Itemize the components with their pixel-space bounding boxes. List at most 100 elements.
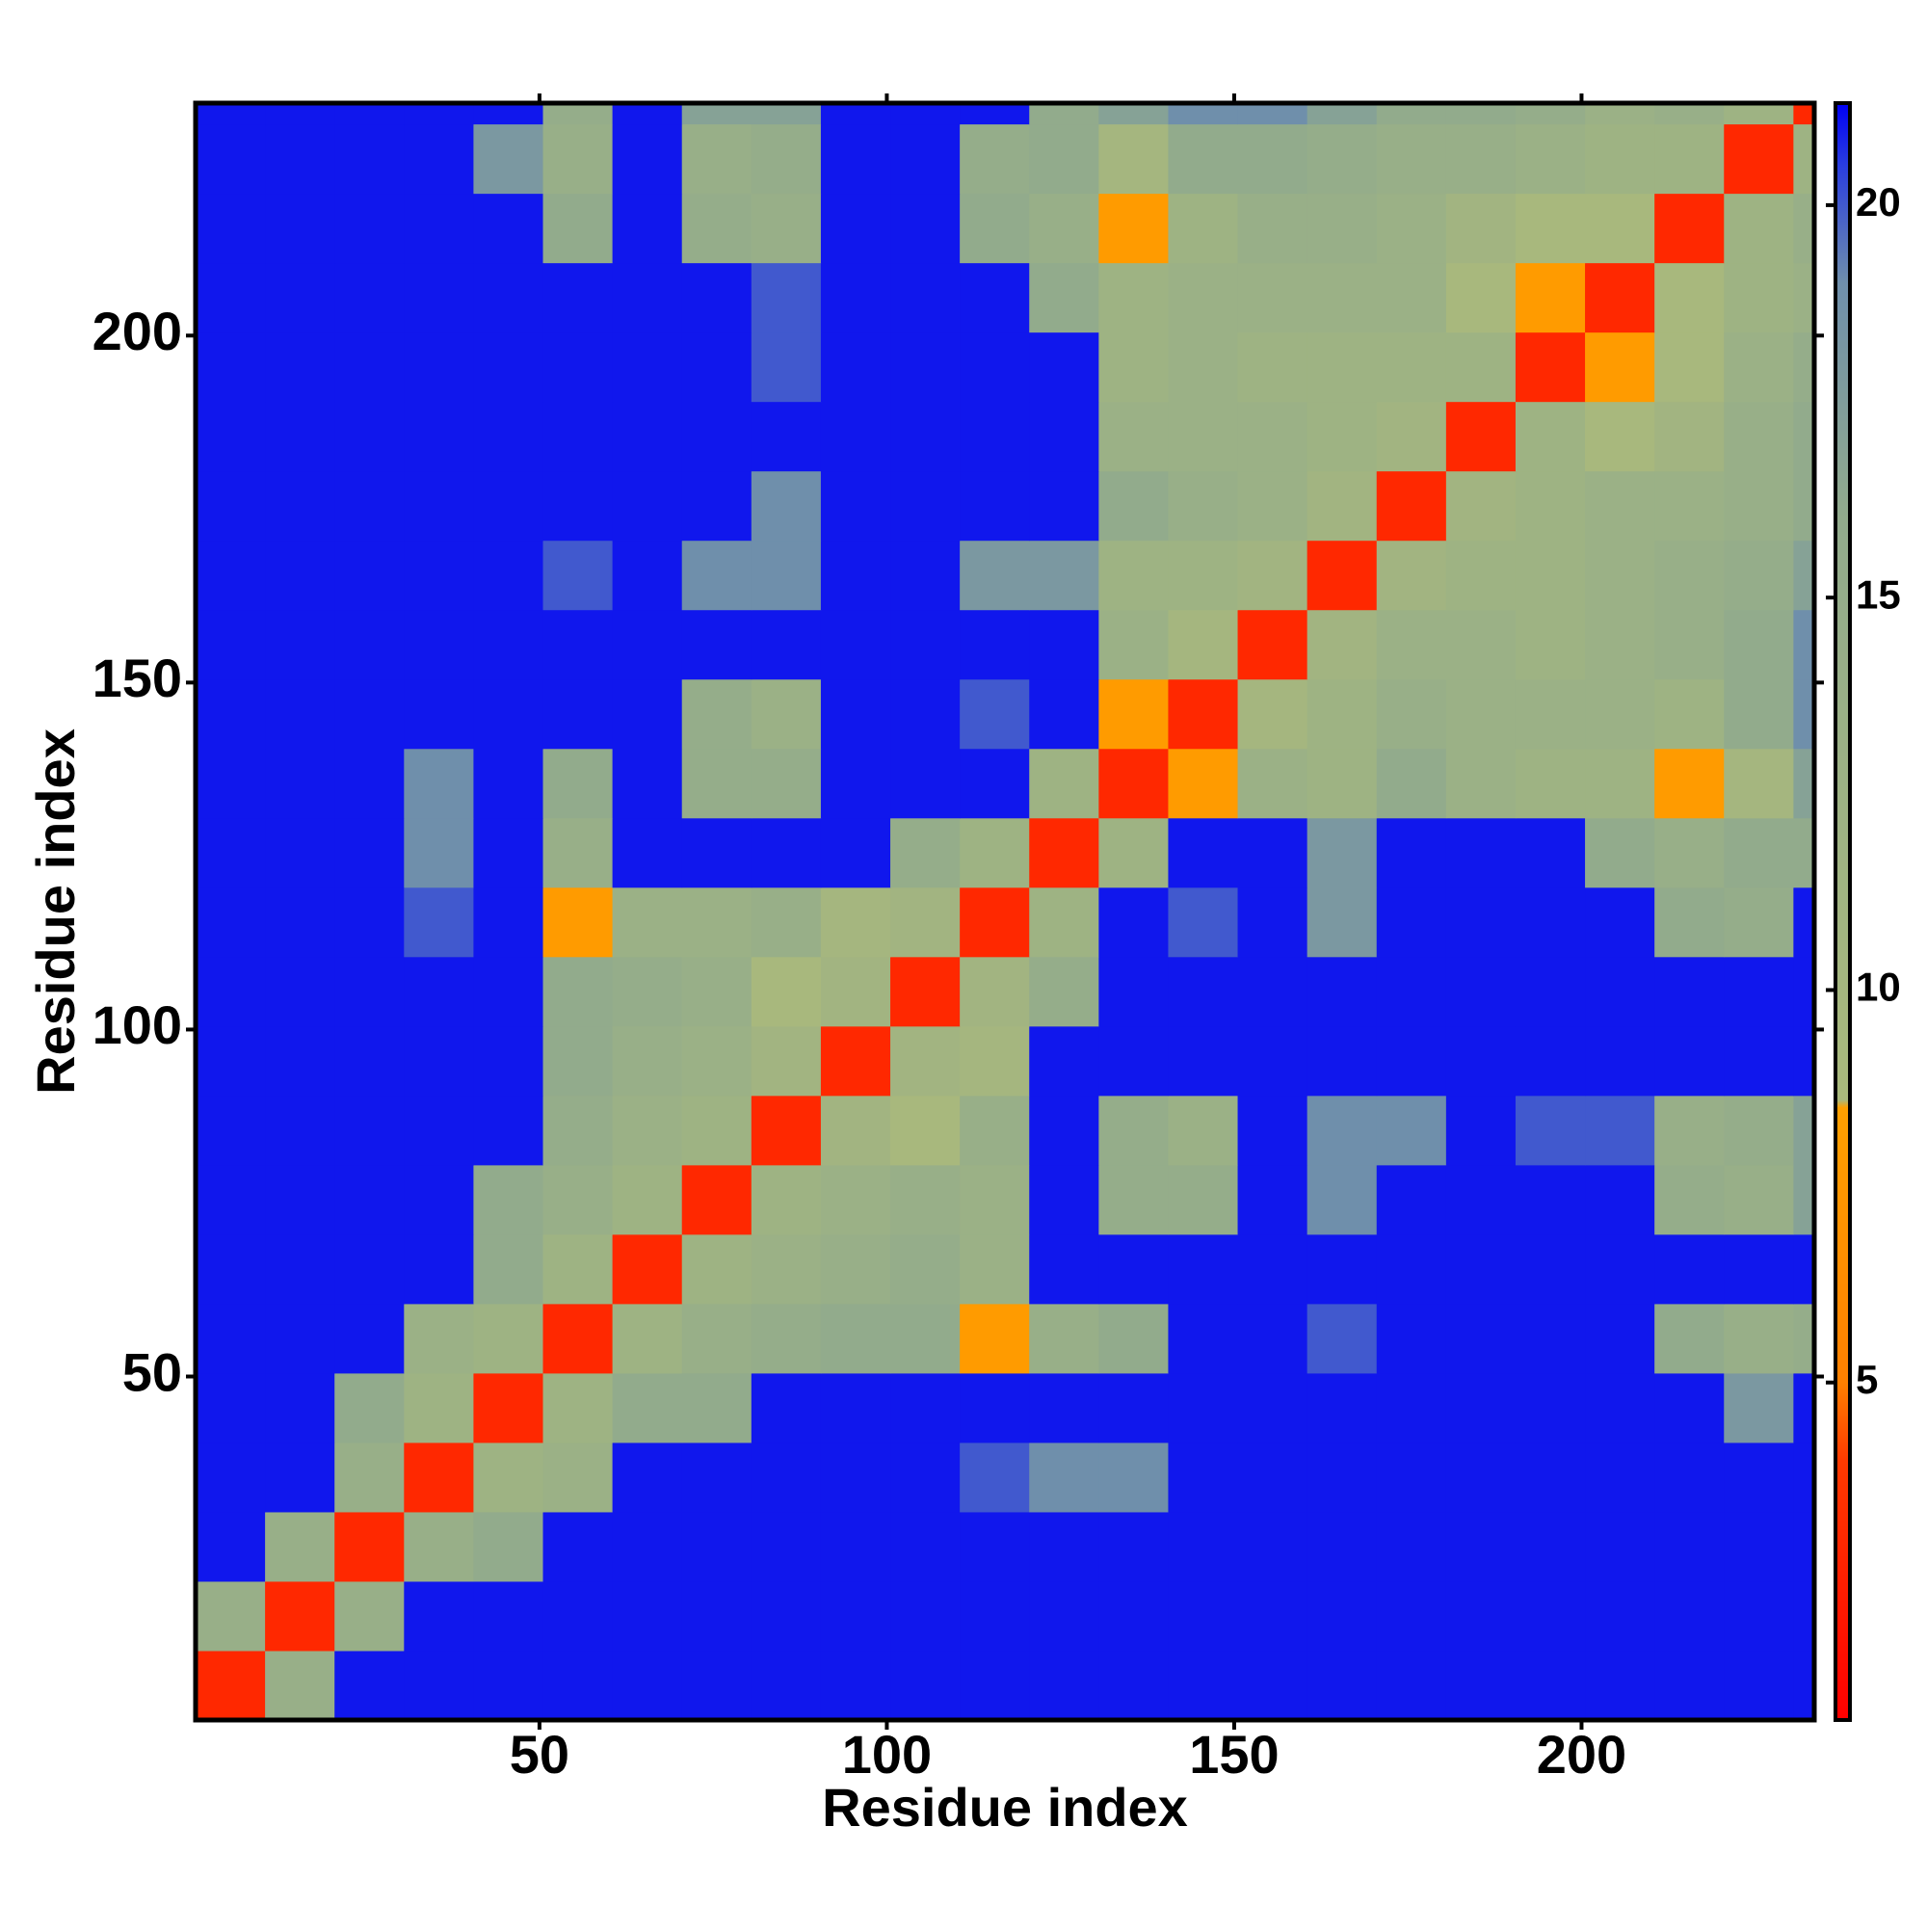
heatmap-cell	[1445, 1511, 1517, 1582]
heatmap-cell	[542, 609, 614, 680]
heatmap-cell	[404, 540, 474, 611]
heatmap-cell	[1585, 1233, 1655, 1305]
heatmap-cell	[1724, 470, 1794, 542]
heatmap-cell	[473, 401, 544, 472]
heatmap-cell	[1376, 193, 1447, 264]
heatmap-cell	[1585, 887, 1655, 958]
heatmap-cell	[820, 1511, 891, 1582]
y-tick-label: 200	[92, 301, 182, 361]
heatmap-cell	[1029, 331, 1099, 403]
heatmap-cell	[820, 748, 891, 819]
heatmap-cell	[1098, 1650, 1169, 1721]
heatmap-cell	[1724, 123, 1794, 195]
heatmap-cell	[890, 609, 961, 680]
heatmap-cell	[1376, 678, 1447, 750]
heatmap-cell	[196, 1095, 266, 1166]
heatmap-cell	[1515, 1511, 1586, 1582]
heatmap-cell	[751, 1650, 822, 1721]
heatmap-cell	[1654, 1580, 1725, 1652]
heatmap-cell	[1793, 1233, 1815, 1305]
heatmap-cell	[1168, 331, 1239, 403]
heatmap-cell	[1307, 103, 1378, 125]
heatmap-cell	[473, 1650, 544, 1721]
heatmap-cell	[1237, 1303, 1308, 1374]
heatmap-cell	[542, 470, 614, 542]
heatmap-cell	[1168, 1511, 1239, 1582]
heatmap-cell	[1029, 103, 1099, 125]
heatmap-cell	[751, 540, 822, 611]
heatmap-cell	[1237, 103, 1308, 125]
heatmap-cell	[196, 540, 266, 611]
heatmap-cell	[1098, 817, 1169, 888]
heatmap-cell	[1029, 193, 1099, 264]
x-tick-label: 200	[1537, 1724, 1626, 1785]
heatmap-cell	[1793, 609, 1815, 680]
heatmap-cell	[960, 956, 1030, 1027]
heatmap-cell	[612, 1442, 683, 1513]
heatmap-cell	[1376, 331, 1447, 403]
heatmap-cell	[1445, 331, 1517, 403]
heatmap-cell	[681, 609, 752, 680]
heatmap-cell	[473, 193, 544, 264]
heatmap-cell	[1168, 609, 1239, 680]
heatmap-cell	[1585, 817, 1655, 888]
heatmap-cell	[1168, 887, 1239, 958]
heatmap-cell	[265, 470, 335, 542]
heatmap-cell	[473, 540, 544, 611]
heatmap-cell	[1307, 401, 1378, 472]
heatmap-cell	[1029, 887, 1099, 958]
heatmap-cell	[1376, 887, 1447, 958]
heatmap-cell	[1237, 678, 1308, 750]
heatmap-cell	[1098, 1511, 1169, 1582]
heatmap-cell	[1168, 193, 1239, 264]
heatmap-cell	[1029, 1442, 1099, 1513]
heatmap-cell	[265, 401, 335, 472]
heatmap-cell	[1724, 1580, 1794, 1652]
heatmap-cell	[265, 1650, 335, 1721]
heatmap-cell	[1098, 1233, 1169, 1305]
heatmap-cell	[473, 609, 544, 680]
heatmap-cell	[960, 1650, 1030, 1721]
heatmap-cell	[1098, 401, 1169, 472]
heatmap-cell	[960, 609, 1030, 680]
heatmap-cell	[612, 123, 683, 195]
heatmap-cell	[1445, 887, 1517, 958]
heatmap-cell	[1654, 1442, 1725, 1513]
heatmap-cell	[1029, 1233, 1099, 1305]
heatmap-cell	[1793, 1095, 1815, 1166]
heatmap-cell	[542, 1164, 614, 1235]
heatmap-cell	[1724, 1233, 1794, 1305]
heatmap-cell	[196, 887, 266, 958]
heatmap-cell	[1724, 956, 1794, 1027]
heatmap-cell	[890, 1303, 961, 1374]
heatmap-cell	[1445, 1442, 1517, 1513]
heatmap-cell	[612, 956, 683, 1027]
heatmap-cell	[681, 748, 752, 819]
heatmap-cell	[1515, 1580, 1586, 1652]
heatmap-cell	[960, 401, 1030, 472]
heatmap-cell	[1515, 609, 1586, 680]
x-tick-label: 150	[1189, 1724, 1279, 1785]
heatmap-cell	[1098, 103, 1169, 125]
heatmap-cell	[1029, 401, 1099, 472]
heatmap-cell	[890, 1580, 961, 1652]
heatmap-cell	[196, 1233, 266, 1305]
heatmap-cell	[404, 887, 474, 958]
heatmap-cell	[196, 1372, 266, 1443]
heatmap-cell	[542, 1580, 614, 1652]
heatmap-cell	[960, 1095, 1030, 1166]
heatmap-cell	[1445, 1372, 1517, 1443]
heatmap-cell	[1376, 609, 1447, 680]
heatmap-cell	[960, 678, 1030, 750]
heatmap-cell	[1654, 678, 1725, 750]
heatmap-cell	[334, 1372, 405, 1443]
heatmap-cell	[751, 1233, 822, 1305]
x-axis-title: Residue index	[822, 1777, 1188, 1838]
heatmap-cell	[1237, 1580, 1308, 1652]
heatmap-cell	[890, 103, 961, 125]
heatmap-cell	[612, 748, 683, 819]
heatmap-cell	[196, 262, 266, 333]
heatmap-cell	[334, 678, 405, 750]
heatmap-cell	[890, 1442, 961, 1513]
heatmap-cell	[404, 609, 474, 680]
